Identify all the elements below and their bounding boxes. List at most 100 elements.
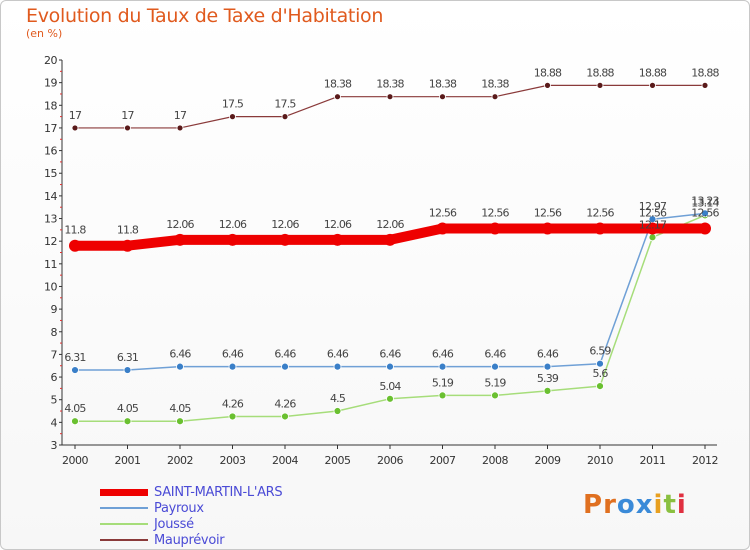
data-point — [438, 391, 447, 400]
data-point — [279, 233, 291, 246]
data-point — [123, 417, 132, 426]
legend-label: Joussé — [154, 516, 194, 532]
data-point — [71, 417, 79, 426]
proxiti-logo: Proxiti — [583, 490, 687, 520]
data-label: 12.06 — [219, 218, 247, 231]
data-point — [176, 362, 184, 371]
data-point — [229, 113, 236, 121]
y-tick-label: 14 — [44, 190, 57, 203]
data-label: 18.88 — [691, 66, 719, 79]
y-tick-label: 12 — [44, 235, 57, 248]
y-tick-label: 10 — [44, 280, 57, 293]
legend-item: Payroux — [100, 500, 282, 516]
y-tick-label: 3 — [51, 439, 58, 452]
data-label: 11.8 — [117, 224, 139, 237]
data-point — [489, 222, 501, 235]
x-tick-label: 2008 — [482, 454, 508, 467]
data-label: 18.88 — [534, 66, 562, 79]
logo-letter: o — [616, 490, 636, 520]
data-label: 5.04 — [379, 380, 401, 393]
data-label: 6.46 — [484, 348, 506, 361]
legend-label: Payroux — [154, 500, 204, 516]
data-label: 6.46 — [222, 348, 244, 361]
data-label: 12.06 — [271, 218, 299, 231]
data-point — [543, 386, 552, 395]
legend: SAINT-MARTIN-L'ARS Payroux Joussé Mauprévoi… — [100, 484, 283, 548]
series-line-3 — [74, 84, 706, 129]
data-point — [699, 222, 711, 235]
data-point — [544, 81, 551, 89]
data-point — [333, 407, 342, 415]
line-chart: 3 4 5 6 7 8 9 10 11 12 13 14 15 16 17 18 19 20 2000 2001 200… — [44, 54, 720, 467]
y-tick-label: 9 — [51, 303, 58, 316]
x-tick-label: 2011 — [640, 454, 666, 467]
data-point — [384, 233, 396, 246]
y-tick-label: 18 — [44, 99, 57, 112]
data-point — [333, 362, 342, 371]
data-label: 11.8 — [64, 224, 86, 237]
x-tick-label: 2003 — [220, 454, 246, 467]
data-label: 18.88 — [586, 66, 614, 79]
data-point — [491, 362, 499, 371]
y-tick-label: 4 — [51, 416, 58, 429]
logo-letter: t — [663, 490, 677, 520]
data-point — [71, 124, 79, 132]
data-point — [281, 362, 289, 371]
data-label: 12.56 — [639, 206, 667, 219]
data-label: 6.59 — [589, 345, 611, 358]
data-point — [123, 366, 132, 374]
logo-letter: i — [653, 490, 664, 520]
data-point — [596, 359, 604, 368]
data-point — [176, 417, 184, 426]
data-label: 4.26 — [222, 397, 244, 410]
data-label: 4.05 — [64, 402, 86, 415]
data-label: 17 — [121, 109, 134, 122]
y-tick-label: 11 — [44, 258, 57, 271]
data-label: 4.5 — [330, 392, 346, 405]
y-tick-label: 5 — [51, 394, 58, 407]
data-label: 17.5 — [222, 98, 244, 111]
legend-swatch — [100, 523, 148, 525]
data-label: 6.31 — [117, 351, 138, 364]
y-tick-label: 13 — [44, 213, 57, 226]
data-point — [701, 209, 709, 218]
data-point — [334, 93, 341, 101]
data-point — [649, 81, 656, 89]
chart-unit: (en %) — [26, 27, 63, 40]
x-tick-label: 2005 — [325, 454, 351, 467]
data-point — [281, 412, 289, 421]
data-label: 12.56 — [481, 206, 509, 219]
y-tick-label: 8 — [51, 326, 58, 339]
data-label: 18.38 — [324, 78, 352, 91]
y-tick-label: 15 — [44, 167, 57, 180]
data-point — [648, 233, 657, 242]
data-point — [331, 233, 344, 246]
data-label: 18.38 — [481, 78, 509, 91]
data-point — [386, 93, 394, 101]
data-label: 4.26 — [274, 397, 296, 410]
data-label: 5.39 — [537, 372, 559, 385]
x-tick-label: 2012 — [692, 454, 718, 467]
y-tick-label: 16 — [44, 145, 57, 158]
x-tick-label: 2002 — [167, 454, 193, 467]
y-tick-label: 6 — [51, 371, 58, 384]
y-tick-label: 7 — [51, 348, 58, 361]
data-point — [124, 124, 131, 132]
data-label: 6.46 — [327, 348, 349, 361]
legend-swatch — [100, 507, 148, 509]
data-point — [541, 222, 554, 235]
legend-item: Joussé — [100, 516, 282, 532]
data-label: 12.06 — [166, 218, 194, 231]
data-label: 6.46 — [432, 348, 454, 361]
x-tick-label: 2007 — [430, 454, 456, 467]
data-point — [174, 233, 186, 246]
data-point — [491, 93, 499, 101]
x-tick-label: 2010 — [587, 454, 613, 467]
legend-label: Mauprévoir — [154, 532, 225, 548]
y-tick-label: 17 — [44, 122, 57, 135]
data-label: 13.14 — [691, 196, 719, 209]
data-label: 18.38 — [429, 78, 457, 91]
logo-letter: i — [676, 490, 687, 520]
data-point — [281, 113, 289, 121]
